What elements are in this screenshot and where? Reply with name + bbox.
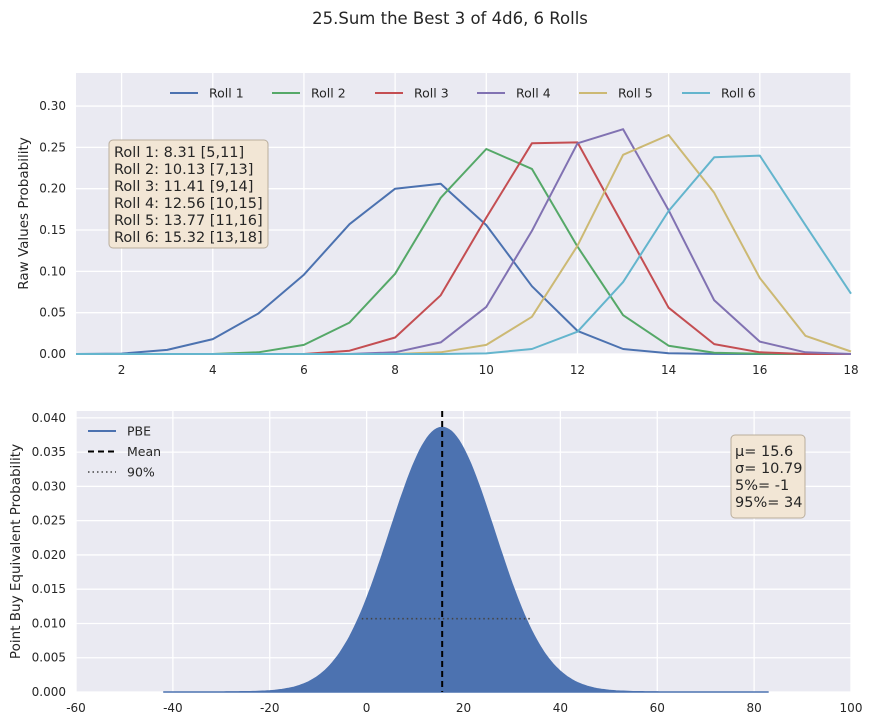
x-tick-label: 18 xyxy=(843,363,858,377)
legend-label-roll-5: Roll 5 xyxy=(618,86,653,101)
y-tick-label: 0.15 xyxy=(39,223,66,237)
y-tick-label: 0.30 xyxy=(39,99,66,113)
y-tick-label: 0.025 xyxy=(32,514,66,528)
stats-annotation-box-1 xyxy=(108,139,269,249)
pbe-density-area xyxy=(163,426,769,693)
x-tick-label: -60 xyxy=(66,701,86,715)
y-tick-label: 0.015 xyxy=(32,582,66,596)
y-tick-label: 0.030 xyxy=(32,479,66,493)
x-tick-label: 10 xyxy=(479,363,494,377)
series-line-roll-6 xyxy=(76,154,852,355)
stats-annotation-line: 95%= 34 xyxy=(735,495,802,511)
stats-annotation-line: Roll 6: 15.32 [13,18] xyxy=(114,230,263,246)
y-tick-label: 0.040 xyxy=(32,411,66,425)
legend-label: Mean xyxy=(127,444,161,459)
legend-label: 90% xyxy=(127,465,155,480)
x-tick-label: 100 xyxy=(840,701,863,715)
legend-label-roll-6: Roll 6 xyxy=(721,86,756,101)
stats-annotation-line: Roll 2: 10.13 [7,13] xyxy=(114,162,253,178)
x-tick-label: -40 xyxy=(163,701,183,715)
figure-title: 25.Sum the Best 3 of 4d6, 6 Rolls xyxy=(312,9,588,28)
stats-annotation-box-2 xyxy=(730,434,806,519)
legend-label-roll-4: Roll 4 xyxy=(516,86,551,101)
x-tick-label: 40 xyxy=(553,701,568,715)
stats-annotation-line: 5%= -1 xyxy=(735,478,789,494)
x-tick-label: 14 xyxy=(661,363,676,377)
y-tick-label: 0.000 xyxy=(32,685,66,699)
legend-label-roll-2: Roll 2 xyxy=(311,86,346,101)
y-tick-label: 0.035 xyxy=(32,445,66,459)
x-tick-label: 2 xyxy=(118,363,126,377)
y-tick-label: 0.05 xyxy=(39,306,66,320)
stats-annotation-line: Roll 1: 8.31 [5,11] xyxy=(114,145,244,161)
legend-label-roll-1: Roll 1 xyxy=(209,86,244,101)
legend-label-roll-3: Roll 3 xyxy=(414,86,449,101)
x-tick-label: 80 xyxy=(746,701,761,715)
y-tick-label: 0.10 xyxy=(39,264,66,278)
x-tick-label: -20 xyxy=(260,701,280,715)
stats-annotation-line: Roll 3: 11.41 [9,14] xyxy=(114,179,253,195)
x-tick-label: 0 xyxy=(363,701,371,715)
y-axis-label: Raw Values Probability xyxy=(16,137,32,289)
y-tick-label: 0.00 xyxy=(39,347,66,361)
y-tick-label: 0.25 xyxy=(39,140,66,154)
stats-annotation-line: Roll 4: 12.56 [10,15] xyxy=(114,196,263,212)
y-tick-label: 0.010 xyxy=(32,616,66,630)
x-tick-label: 8 xyxy=(391,363,399,377)
y-axis-label: Point Buy Equivalent Probability xyxy=(8,444,24,659)
x-tick-label: 60 xyxy=(650,701,665,715)
y-tick-label: 0.020 xyxy=(32,548,66,562)
legend-label: PBE xyxy=(127,424,151,439)
x-tick-label: 6 xyxy=(300,363,308,377)
x-tick-label: 20 xyxy=(456,701,471,715)
stats-annotation-line: Roll 5: 13.77 [11,16] xyxy=(114,213,263,229)
y-tick-label: 0.20 xyxy=(39,182,66,196)
x-tick-label: 4 xyxy=(209,363,217,377)
y-tick-label: 0.005 xyxy=(32,651,66,665)
stats-annotation-line: μ= 15.6 xyxy=(735,444,793,460)
x-tick-label: 12 xyxy=(570,363,585,377)
stats-annotation-line: σ= 10.79 xyxy=(735,461,802,477)
x-tick-label: 16 xyxy=(752,363,767,377)
